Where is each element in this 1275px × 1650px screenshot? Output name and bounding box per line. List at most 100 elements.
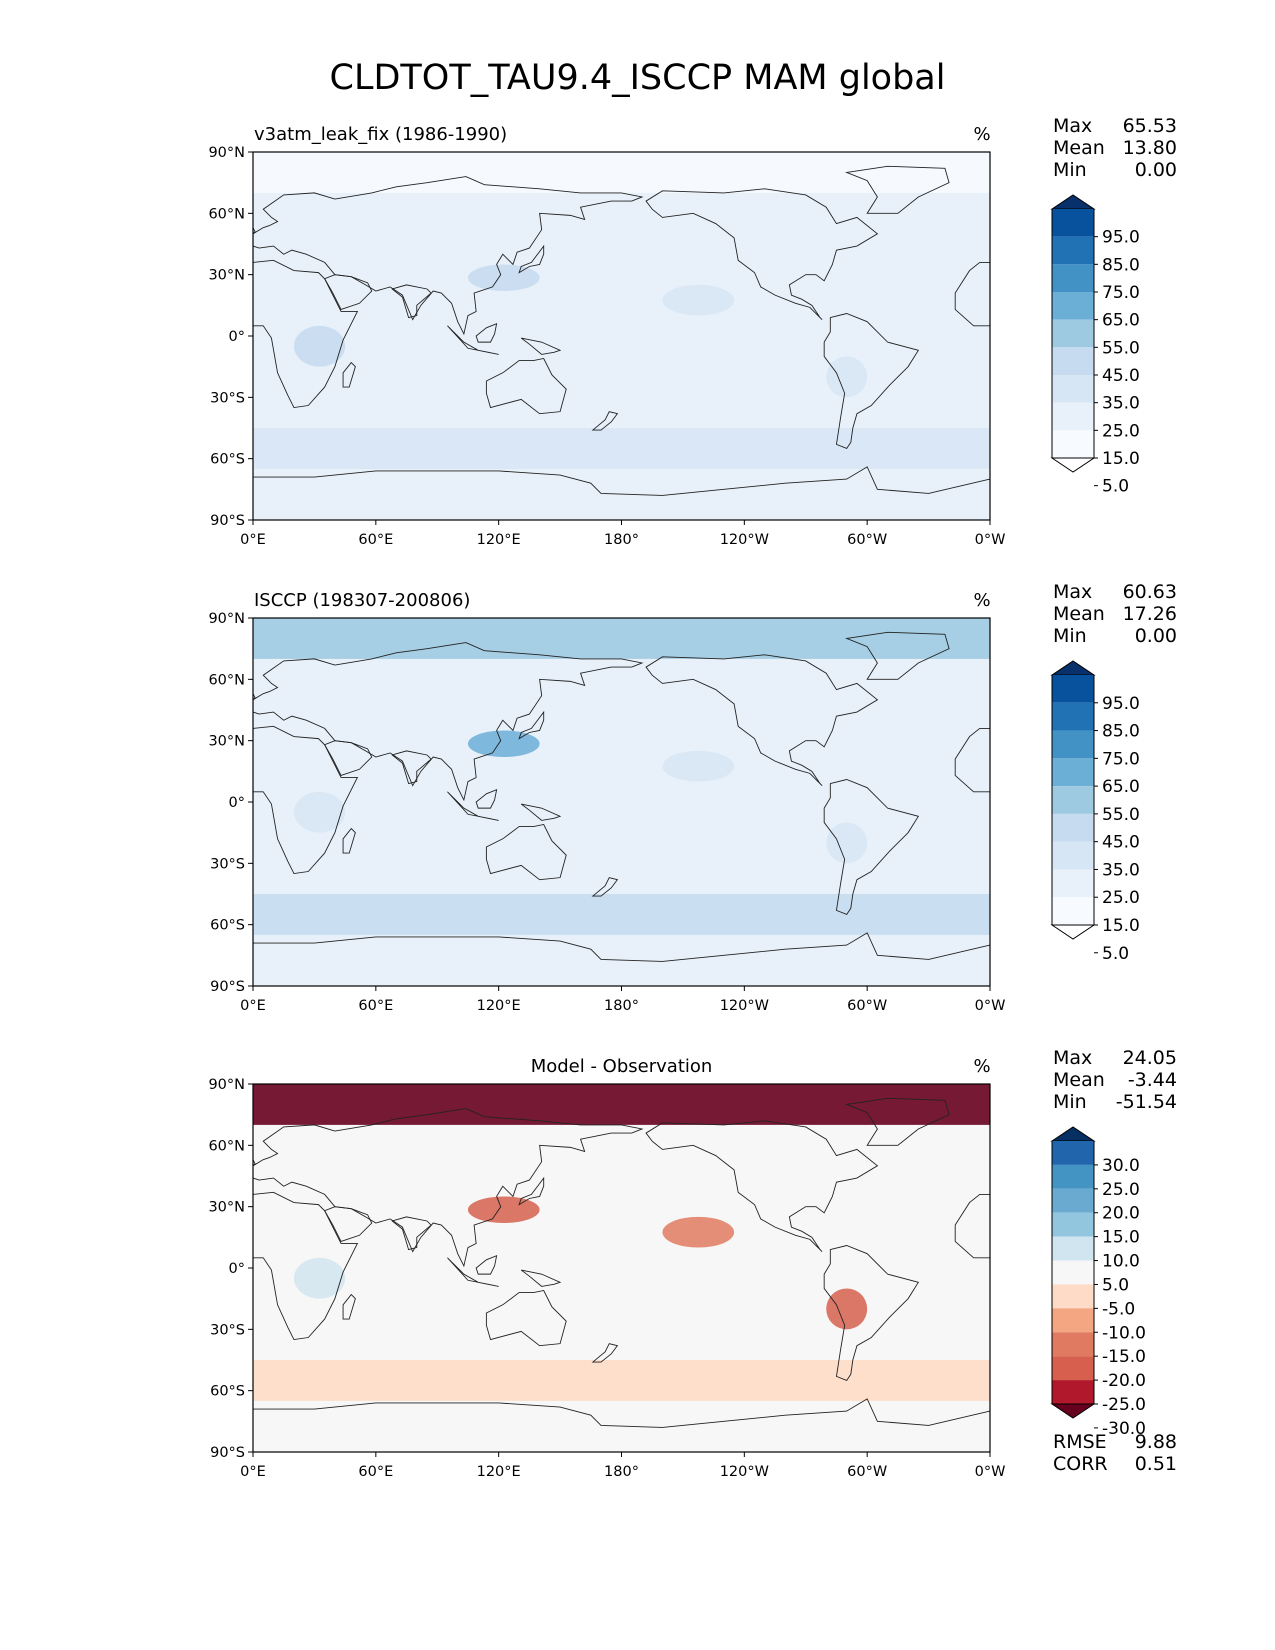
- panel-1: 90°N 60°N 30°N 0° 30°S 60°S 90°S 0°E 60°E 120°E 18…: [208, 115, 1177, 548]
- coastline-australia: [485, 823, 567, 881]
- colorbar-label: 25.0: [1102, 1180, 1140, 1200]
- stat-value-mean: 17.26: [1123, 603, 1177, 625]
- coastline-south-america: [823, 779, 920, 915]
- stat-value-max: 60.63: [1123, 581, 1177, 603]
- stat-value-min: 0.00: [1135, 159, 1177, 181]
- colorbar-label: 15.0: [1102, 916, 1140, 936]
- x-tick-label: 180°: [604, 1464, 639, 1480]
- colorbar-segment: [1052, 1332, 1094, 1357]
- stat-label-max: Max: [1053, 581, 1092, 603]
- colorbar-extend-top: [1050, 660, 1096, 676]
- colorbar-label: 55.0: [1102, 805, 1140, 825]
- coastline-north-america: [645, 188, 879, 320]
- y-tick-label: 60°N: [208, 672, 245, 688]
- colorbar-label: -15.0: [1102, 1347, 1146, 1367]
- stat-label-mean: Mean: [1053, 137, 1105, 159]
- colorbar-segment: [1052, 1141, 1094, 1165]
- coastline-indonesia: [447, 1257, 499, 1287]
- colorbar: 95.0 85.0 75.0 65.0 55.0 45.0 35.0 25.0 15.0 5.0: [1050, 194, 1140, 497]
- field-zone: [253, 152, 990, 193]
- coastline-north-america: [645, 654, 879, 786]
- colorbar-segment: [1052, 897, 1094, 925]
- stat-label-min: Min: [1053, 625, 1087, 647]
- field-patch: [662, 750, 735, 782]
- coastline-borneo: [475, 323, 498, 343]
- colorbar-segment: [1052, 1308, 1094, 1333]
- units-label: %: [973, 1056, 990, 1077]
- colorbar-label: 55.0: [1102, 338, 1140, 358]
- coastline-indonesia: [447, 791, 499, 821]
- x-tick-label: 0°E: [240, 1464, 266, 1480]
- y-tick-label: 0°: [229, 795, 245, 811]
- coastline-japan: [518, 244, 545, 274]
- colorbar-label: 65.0: [1102, 311, 1140, 331]
- colorbar-segment: [1052, 1164, 1094, 1189]
- coastline-india: [391, 284, 432, 319]
- colorbar-segment: [1052, 292, 1094, 320]
- colorbar-label: 5.0: [1102, 477, 1129, 497]
- x-tick-label: 60°E: [358, 532, 393, 548]
- y-tick-label: 0°: [229, 1261, 245, 1277]
- y-tick-label: 60°N: [208, 206, 245, 222]
- field-patch: [826, 822, 868, 864]
- stat-value-min: -51.54: [1116, 1091, 1177, 1113]
- coastline-south-america: [823, 313, 920, 449]
- colorbar-label: 45.0: [1102, 833, 1140, 853]
- stat-value-max: 65.53: [1123, 115, 1177, 137]
- colorbar-segment: [1052, 1260, 1094, 1285]
- colorbar-segment: [1052, 375, 1094, 403]
- coastline-japan: [518, 1176, 545, 1206]
- coastline-new-guinea: [520, 1269, 562, 1287]
- metric-label-corr: CORR: [1053, 1453, 1108, 1475]
- y-tick-label: 60°S: [210, 452, 245, 468]
- x-tick-label: 60°E: [358, 1464, 393, 1480]
- colorbar-label: 85.0: [1102, 255, 1140, 275]
- coastline-new-zealand: [591, 1343, 619, 1363]
- stat-label-min: Min: [1053, 159, 1087, 181]
- colorbar-label: -10.0: [1102, 1323, 1146, 1343]
- colorbar-label: 35.0: [1102, 394, 1140, 414]
- colorbar-segment: [1052, 1212, 1094, 1237]
- coastline-arabia: [324, 1206, 373, 1242]
- x-tick-label: 60°W: [847, 532, 887, 548]
- colorbar-label: 45.0: [1102, 366, 1140, 386]
- colorbar-segment: [1052, 786, 1094, 814]
- field-zone: [253, 618, 990, 659]
- panel-3: 90°N 60°N 30°N 0° 30°S 60°S 90°S 0°E 60°E 120°E 18…: [208, 1047, 1177, 1480]
- y-tick-label: 30°S: [210, 390, 245, 406]
- field-patch: [293, 1257, 346, 1299]
- x-tick-label: 0°W: [975, 1464, 1006, 1480]
- colorbar-segment: [1052, 675, 1094, 703]
- y-tick-label: 90°N: [208, 1077, 245, 1093]
- coastline-indonesia: [447, 325, 499, 355]
- colorbar-extend-bottom: [1050, 457, 1096, 473]
- colorbar-segment: [1052, 1284, 1094, 1309]
- colorbar-label: -25.0: [1102, 1395, 1146, 1415]
- y-tick-label: 30°N: [208, 734, 245, 750]
- colorbar-segment: [1052, 702, 1094, 731]
- y-tick-label: 90°S: [210, 1445, 245, 1461]
- colorbar-segment: [1052, 758, 1094, 787]
- colorbar-segment: [1052, 347, 1094, 375]
- x-tick-label: 120°W: [720, 1464, 769, 1480]
- coastline-north-america: [645, 1120, 879, 1252]
- colorbar-segment: [1052, 402, 1094, 431]
- colorbar-label: 15.0: [1102, 1228, 1140, 1248]
- y-tick-label: 30°N: [208, 268, 245, 284]
- stat-label-min: Min: [1053, 1091, 1087, 1113]
- field-band: [253, 428, 990, 469]
- colorbar-segment: [1052, 1236, 1094, 1261]
- colorbar-label: 25.0: [1102, 421, 1140, 441]
- colorbar-label: -30.0: [1102, 1419, 1146, 1439]
- coastline-india: [391, 750, 432, 785]
- coastline-madagascar: [342, 361, 356, 388]
- colorbar-label: -5.0: [1102, 1299, 1135, 1319]
- metric-value-corr: 0.51: [1135, 1453, 1177, 1475]
- colorbar-label: 95.0: [1102, 694, 1140, 714]
- colorbar-segment: [1052, 869, 1094, 898]
- y-tick-label: 60°S: [210, 918, 245, 934]
- coastline-south-america: [823, 1245, 920, 1381]
- y-tick-label: 90°S: [210, 513, 245, 529]
- y-tick-label: 30°S: [210, 1322, 245, 1338]
